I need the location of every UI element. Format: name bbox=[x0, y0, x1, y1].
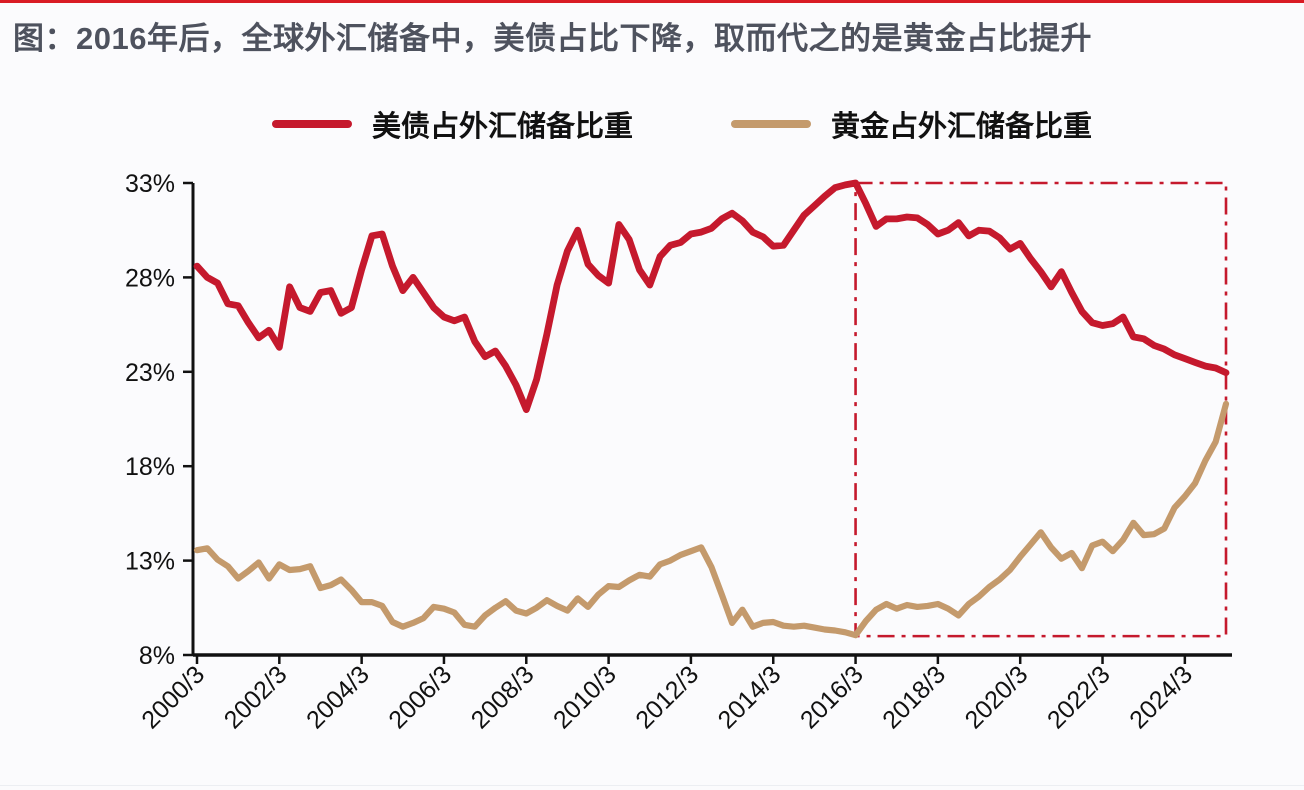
legend-item-gold: 黄金占外汇储备比重 bbox=[731, 103, 1092, 145]
bottom-hairline bbox=[0, 785, 1304, 786]
x-tick-label: 2016/3 bbox=[795, 660, 869, 734]
x-tick-label: 2006/3 bbox=[383, 660, 457, 734]
us-treasury-line-swatch bbox=[272, 120, 352, 128]
x-tick-label: 2014/3 bbox=[713, 660, 787, 734]
x-tick-label: 2000/3 bbox=[136, 660, 210, 734]
x-tick-label: 2004/3 bbox=[301, 660, 375, 734]
legend-item-us-treasury: 美债占外汇储备比重 bbox=[272, 103, 633, 145]
top-accent-bar bbox=[0, 0, 1304, 3]
x-tick-label: 2012/3 bbox=[630, 660, 704, 734]
legend-label-us-treasury: 美债占外汇储备比重 bbox=[372, 109, 634, 143]
y-tick-label: 28% bbox=[125, 264, 175, 292]
x-tick-label: 2010/3 bbox=[548, 660, 622, 734]
gold-share-line bbox=[193, 400, 1230, 639]
y-tick-label: 23% bbox=[125, 359, 175, 387]
x-tick-label: 2002/3 bbox=[219, 660, 293, 734]
x-tick-label: 2008/3 bbox=[466, 660, 540, 734]
gold-line-swatch bbox=[731, 120, 812, 128]
chart-legend: 美债占外汇储备比重 黄金占外汇储备比重 bbox=[272, 103, 1092, 145]
y-tick-label: 13% bbox=[125, 548, 175, 576]
x-tick-label: 2022/3 bbox=[1042, 660, 1116, 734]
x-tick-label: 2020/3 bbox=[960, 660, 1034, 734]
y-tick-label: 8% bbox=[139, 642, 175, 670]
x-tick-label: 2018/3 bbox=[877, 660, 951, 734]
y-tick-label: 33% bbox=[125, 170, 175, 198]
legend-label-gold: 黄金占外汇储备比重 bbox=[831, 109, 1093, 143]
us-treasury-share-line bbox=[193, 179, 1230, 414]
highlight-box-2016 bbox=[854, 181, 1228, 638]
y-tick-label: 18% bbox=[125, 453, 175, 481]
page-title: 图：2016年后，全球外汇储备中，美债占比下降，取而代之的是黄金占比提升 bbox=[13, 21, 1092, 56]
x-tick-label: 2024/3 bbox=[1124, 660, 1198, 734]
